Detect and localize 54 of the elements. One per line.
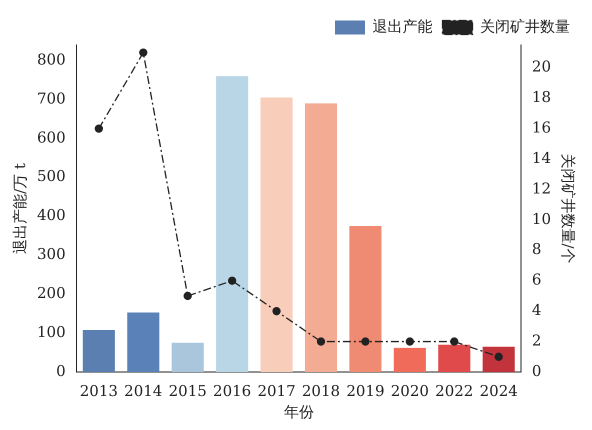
point — [94, 124, 103, 133]
point — [406, 337, 414, 346]
y-axis-title: 退出产能/万 t — [10, 163, 29, 254]
bar — [216, 76, 248, 372]
y-tick-label: 700 — [36, 89, 66, 108]
x-tick-label: 2022 — [435, 382, 474, 400]
y2-tick-label: 20 — [532, 58, 552, 76]
y-tick-label: 400 — [36, 206, 66, 224]
x-tick-label: 2014 — [124, 382, 162, 400]
x-tick-label: 2016 — [213, 382, 252, 400]
legend-label: 退出产能 — [372, 17, 432, 36]
point — [316, 337, 326, 346]
bar — [394, 348, 426, 372]
x-tick-label: 2015 — [168, 382, 207, 400]
y2-tick-label: 14 — [532, 148, 552, 167]
x-tick-label: 2017 — [257, 382, 296, 400]
bar — [127, 312, 160, 372]
y-tick-label: 200 — [36, 284, 66, 302]
point — [361, 337, 370, 346]
x-tick-label: 2018 — [302, 382, 340, 400]
point — [184, 292, 192, 300]
bar — [438, 344, 470, 372]
point — [450, 337, 458, 346]
bar — [260, 98, 293, 372]
point — [272, 307, 281, 316]
y-tick-label: 0 — [56, 362, 66, 380]
bar — [349, 226, 382, 372]
y2-tick-label: 2 — [532, 331, 542, 350]
y-tick-label: 100 — [36, 322, 66, 341]
y-tick-label: 600 — [36, 128, 66, 146]
x-axis-title: 年份 — [284, 402, 314, 421]
y2-tick-label: 6 — [532, 270, 542, 289]
y2-axis-title: 关闭矿井数量/个 — [559, 153, 578, 264]
bar — [172, 342, 204, 372]
x-tick-label: 2024 — [480, 382, 518, 400]
y2-tick-label: 16 — [532, 118, 552, 137]
y2-tick-label: 10 — [532, 210, 552, 228]
y2-tick-label: 0 — [532, 362, 542, 380]
point — [139, 48, 148, 57]
y-tick-label: 800 — [36, 50, 66, 68]
x-tick-label: 2013 — [80, 382, 118, 400]
y-tick-label: 500 — [36, 167, 66, 186]
legend-label: 关闭矿井数量 — [480, 17, 570, 36]
bar — [82, 330, 115, 372]
x-tick-label: 2019 — [346, 382, 385, 400]
y2-tick-label: 12 — [532, 179, 552, 198]
bar — [482, 346, 515, 372]
bar — [304, 103, 338, 372]
y-tick-label: 300 — [36, 245, 66, 264]
y2-tick-label: 4 — [532, 301, 542, 320]
point — [228, 276, 236, 285]
y2-tick-label: 8 — [532, 240, 542, 258]
x-tick-label: 2020 — [390, 382, 429, 400]
y2-tick-label: 18 — [532, 88, 552, 106]
